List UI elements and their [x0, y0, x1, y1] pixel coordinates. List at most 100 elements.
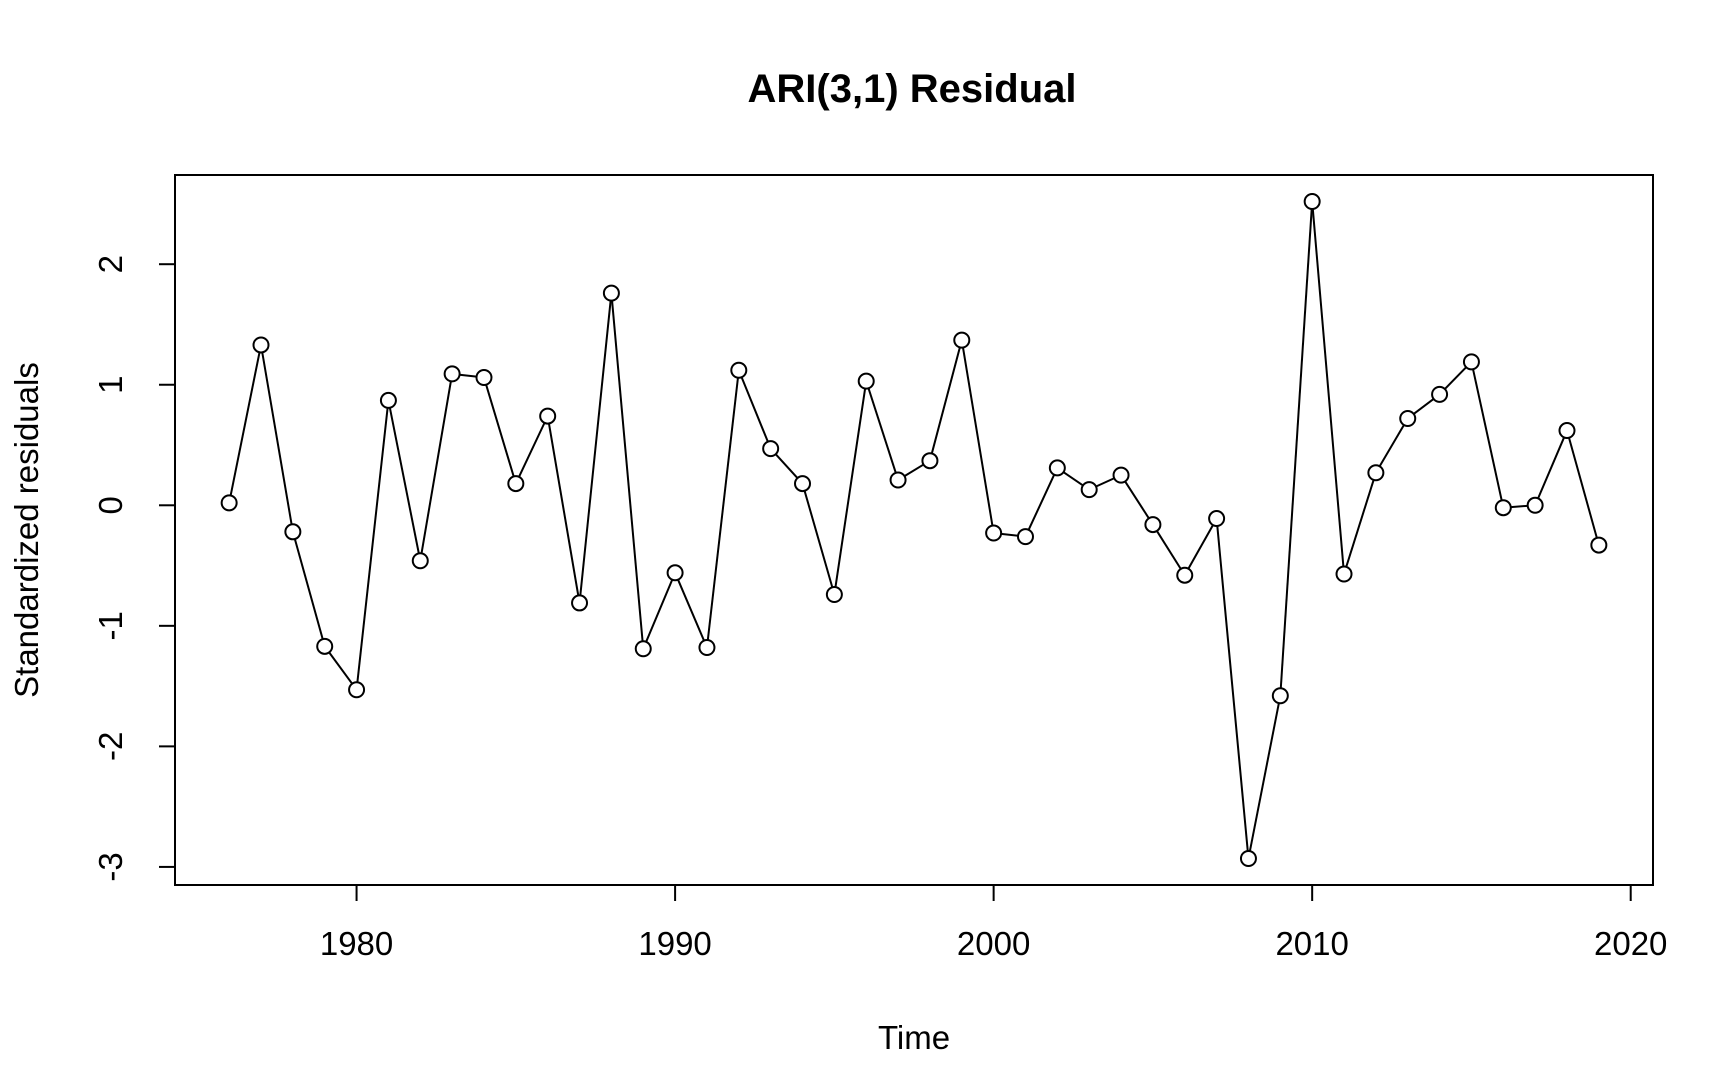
data-point — [857, 372, 875, 390]
series-line-segment — [930, 347, 961, 454]
data-point — [889, 471, 907, 489]
series-line-segment — [1510, 504, 1528, 509]
series-line-segment — [1124, 480, 1150, 519]
x-tick-label: 2010 — [1275, 925, 1348, 962]
series-line-segment — [518, 422, 546, 478]
series-line-segment — [1413, 398, 1435, 415]
data-point — [443, 365, 461, 383]
series-group — [220, 193, 1608, 867]
plot-frame — [174, 174, 1654, 886]
series-line-segment — [356, 407, 389, 683]
data-point — [698, 639, 716, 657]
data-point — [1048, 459, 1066, 477]
series-line-segment — [645, 579, 674, 643]
x-tick-label: 1990 — [638, 925, 711, 962]
data-point — [1590, 536, 1608, 554]
chart-title: ARI(3,1) Residual — [748, 67, 1077, 111]
data-point — [666, 564, 684, 582]
series-line-segment — [740, 376, 769, 443]
data-point — [379, 391, 397, 409]
data-point — [284, 523, 302, 541]
x-axis: 1980 1990 2000 2010 2020 — [320, 884, 1667, 962]
series-line-segment — [611, 300, 644, 642]
series-line-segment — [1062, 471, 1084, 487]
series-line-segment — [803, 490, 834, 588]
y-tick-label: -3 — [92, 852, 129, 881]
series-line-segment — [962, 347, 994, 526]
x-tick-label: 1980 — [320, 925, 393, 962]
series-line-segment — [328, 651, 353, 685]
series-line-segment — [485, 384, 515, 477]
data-point — [794, 475, 812, 493]
data-point — [252, 336, 270, 354]
series-line-segment — [1156, 530, 1182, 570]
y-tick-label: 2 — [92, 255, 129, 273]
data-point — [1271, 687, 1289, 705]
series-line-segment — [459, 373, 477, 378]
y-axis-label: Standardized residuals — [8, 362, 45, 698]
data-point — [825, 585, 843, 603]
series-line-segment — [677, 579, 705, 642]
data-point — [1208, 510, 1226, 528]
data-point — [220, 494, 238, 512]
series-line-segment — [1311, 208, 1345, 567]
series-line-segment — [388, 407, 420, 554]
series-line-segment — [1472, 368, 1503, 501]
series-line-segment — [420, 381, 452, 554]
data-point — [1112, 466, 1130, 484]
data-point — [1494, 499, 1512, 517]
data-point — [1144, 516, 1162, 534]
x-tick-label: 2000 — [957, 925, 1030, 962]
y-tick-label: 1 — [92, 376, 129, 394]
y-tick-label: 0 — [92, 496, 129, 514]
data-point — [316, 637, 334, 655]
series-line-segment — [1345, 479, 1375, 568]
data-point — [1399, 409, 1417, 427]
data-point — [730, 361, 748, 379]
series-line-segment — [261, 352, 293, 525]
data-point — [1016, 528, 1034, 546]
series-line-segment — [1378, 424, 1405, 467]
data-point — [1462, 353, 1480, 371]
y-tick-label: -1 — [92, 611, 129, 640]
data-point — [348, 681, 366, 699]
data-point — [762, 440, 780, 458]
data-point — [921, 452, 939, 470]
data-point — [1367, 464, 1385, 482]
data-point — [411, 552, 429, 570]
x-tick-label: 2020 — [1594, 925, 1667, 962]
data-point — [1431, 385, 1449, 403]
series-line-segment — [867, 387, 897, 474]
data-point — [1303, 193, 1321, 211]
series-line-segment — [1216, 525, 1249, 852]
series-line-segment — [903, 463, 925, 477]
data-point — [1526, 496, 1544, 514]
data-point — [953, 331, 971, 349]
series-line-segment — [706, 377, 739, 641]
data-point — [507, 475, 525, 493]
data-point — [1080, 481, 1098, 499]
series-line-segment — [1537, 437, 1565, 499]
data-point — [1239, 849, 1257, 867]
y-axis: -3 -2 -1 0 1 2 — [92, 255, 176, 882]
series-line-segment — [1568, 437, 1598, 539]
series-line-segment — [1187, 524, 1214, 570]
series-line-segment — [1027, 474, 1056, 531]
y-tick-label: -2 — [92, 732, 129, 761]
data-point — [571, 594, 589, 612]
series-line-segment — [834, 388, 867, 588]
series-line-segment — [1095, 477, 1115, 488]
series-line-segment — [547, 423, 580, 596]
data-point — [1558, 422, 1576, 440]
series-line-segment — [293, 538, 324, 640]
data-point — [985, 524, 1003, 542]
data-point — [539, 407, 557, 425]
data-point — [475, 369, 493, 387]
series-line-segment — [1000, 532, 1019, 537]
data-point — [1335, 565, 1353, 583]
data-point — [634, 640, 652, 658]
series-line-segment — [1248, 702, 1280, 852]
series-line-segment — [579, 300, 612, 596]
series-line-segment — [1444, 366, 1467, 390]
